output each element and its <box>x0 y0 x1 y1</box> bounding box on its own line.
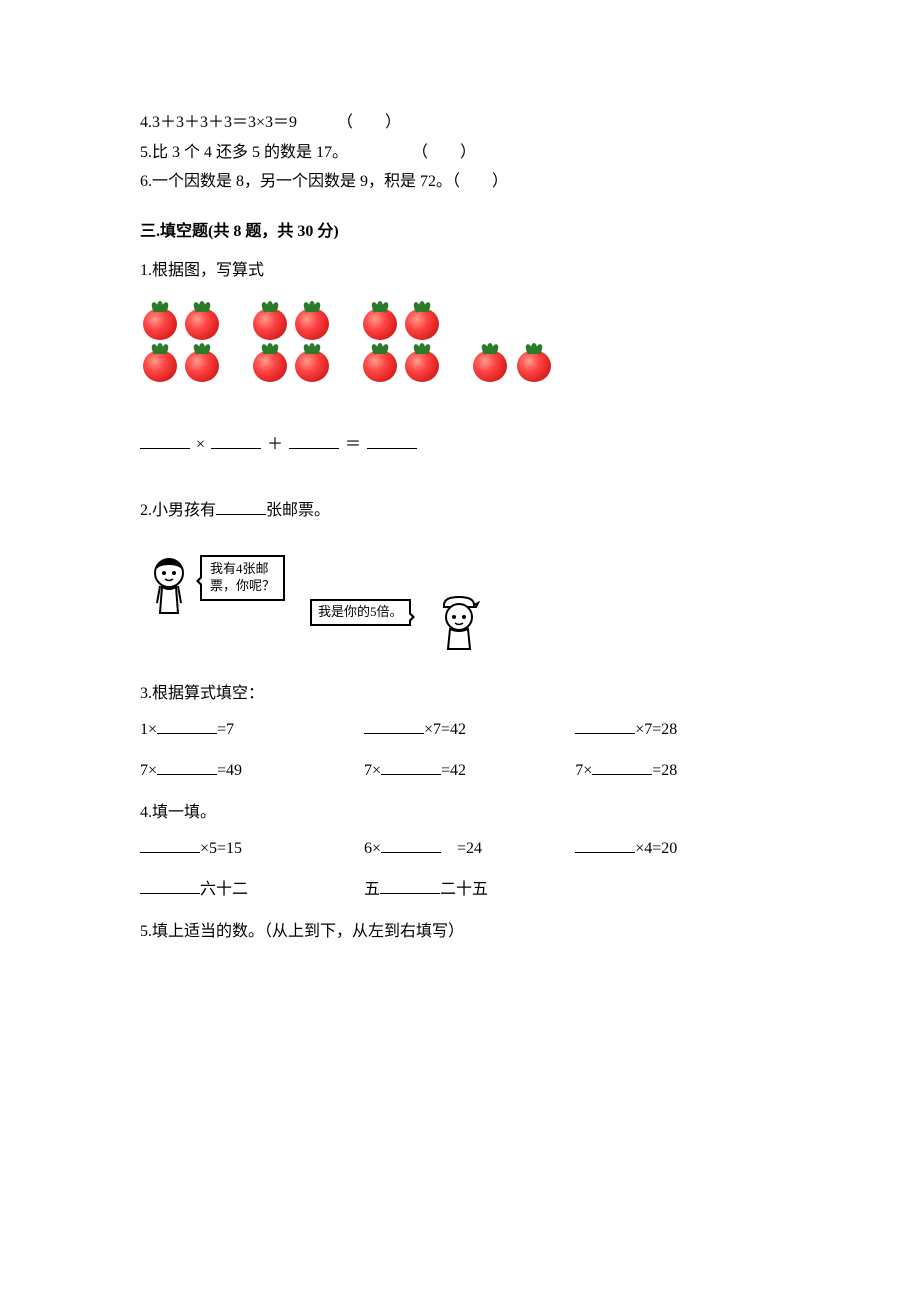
fill-cell: 五 二十五 <box>364 877 575 903</box>
blank-field[interactable] <box>381 759 441 775</box>
blank-field[interactable] <box>157 718 217 734</box>
fill-post: ×7=28 <box>635 721 677 738</box>
blank-field[interactable] <box>157 759 217 775</box>
fill-pre: 7× <box>364 762 381 779</box>
tomato-icon <box>182 300 222 340</box>
tomato-icon <box>514 342 554 382</box>
fill-row: ×5=15 6× =24 ×4=20 <box>140 836 780 862</box>
tomato-icon <box>182 342 222 382</box>
girl-speech-bubble: 我有4张邮 票，你呢？ <box>200 555 285 601</box>
fill-post: =28 <box>652 762 677 779</box>
girl-line2: 票，你呢？ <box>210 578 275 593</box>
blank-field[interactable] <box>575 718 635 734</box>
fill-cell: 7× =49 <box>140 758 364 784</box>
fill-cell: 6× =24 <box>364 836 575 862</box>
girl-icon <box>140 553 198 623</box>
q3-prompt: 3.根据算式填空： <box>140 681 780 707</box>
fill-cell: 1× =7 <box>140 717 364 743</box>
tomato-icon <box>470 342 510 382</box>
fill-cell: ×5=15 <box>140 836 364 862</box>
tf-item-5: 5.比 3 个 4 还多 5 的数是 17。 （ ） <box>140 140 780 166</box>
fill-pre: 五 <box>364 881 380 898</box>
tomato-illustration <box>140 300 780 382</box>
boy-speech-bubble: 我是你的5倍。 <box>310 599 411 626</box>
q4-rows: ×5=15 6× =24 ×4=20 六十二 五 二十五 <box>140 836 780 903</box>
fill-post: ×5=15 <box>200 840 242 857</box>
tomato-group-extra <box>470 342 554 382</box>
blank-field[interactable] <box>575 837 635 853</box>
tomato-icon <box>250 342 290 382</box>
plus-symbol: ＋ <box>265 432 285 458</box>
blank-field[interactable] <box>211 433 261 449</box>
q1-prompt: 1.根据图，写算式 <box>140 258 780 284</box>
boy-icon <box>430 589 488 653</box>
q3-rows: 1× =7 ×7=42 ×7=28 7× =49 7× =42 7× =28 <box>140 717 780 784</box>
q1-expression: × ＋ ＝ <box>140 432 780 458</box>
q2-prefix: 2.小男孩有 <box>140 502 216 519</box>
blank-field[interactable] <box>216 499 266 515</box>
q2-suffix: 张邮票。 <box>266 502 330 519</box>
tomato-icon <box>140 300 180 340</box>
tomato-icon <box>292 342 332 382</box>
blank-field[interactable] <box>364 718 424 734</box>
q5-prompt: 5.填上适当的数。（从上到下，从左到右填写） <box>140 919 780 945</box>
tomato-icon <box>250 300 290 340</box>
tomato-icon <box>140 342 180 382</box>
blank-field[interactable] <box>381 837 441 853</box>
section-3-title: 三.填空题(共 8 题，共 30 分) <box>140 219 780 245</box>
blank-field[interactable] <box>380 878 440 894</box>
fill-post: 六十二 <box>200 881 248 898</box>
tf-item-6: 6.一个因数是 8，另一个因数是 9，积是 72。（ ） <box>140 169 780 195</box>
blank-field[interactable] <box>592 759 652 775</box>
q2-dialog-scene: 我有4张邮 票，你呢？ 我是你的5倍。 <box>140 541 780 651</box>
fill-cell: 7× =28 <box>575 758 780 784</box>
blank-field[interactable] <box>140 433 190 449</box>
tomato-group <box>140 300 222 382</box>
blank-field[interactable] <box>140 837 200 853</box>
fill-pre: 7× <box>575 762 592 779</box>
tomato-icon <box>360 342 400 382</box>
fill-cell: ×7=42 <box>364 717 575 743</box>
tomato-group <box>250 300 332 382</box>
fill-post: =42 <box>441 762 466 779</box>
fill-post: ×4=20 <box>635 840 677 857</box>
fill-cell: 7× =42 <box>364 758 575 784</box>
fill-pre: 1× <box>140 721 157 738</box>
tomato-icon <box>402 300 442 340</box>
fill-post: =49 <box>217 762 242 779</box>
equals-symbol: ＝ <box>343 432 363 458</box>
tomato-icon <box>360 300 400 340</box>
fill-row: 7× =49 7× =42 7× =28 <box>140 758 780 784</box>
tf-item-4: 4.3＋3＋3＋3＝3×3＝9 （ ） <box>140 110 780 136</box>
tomato-icon <box>292 300 332 340</box>
q4-prompt: 4.填一填。 <box>140 800 780 826</box>
fill-cell: ×4=20 <box>575 836 780 862</box>
fill-cell: ×7=28 <box>575 717 780 743</box>
fill-post: =7 <box>217 721 234 738</box>
fill-post: =24 <box>441 840 482 857</box>
fill-post: 二十五 <box>440 881 488 898</box>
times-symbol: × <box>194 432 207 458</box>
fill-cell: 六十二 <box>140 877 364 903</box>
blank-field[interactable] <box>140 878 200 894</box>
fill-post: ×7=42 <box>424 721 466 738</box>
fill-row: 1× =7 ×7=42 ×7=28 <box>140 717 780 743</box>
blank-field[interactable] <box>289 433 339 449</box>
tomato-icon <box>402 342 442 382</box>
blank-field[interactable] <box>367 433 417 449</box>
fill-pre: 7× <box>140 762 157 779</box>
fill-cell <box>575 877 780 903</box>
girl-line1: 我有4张邮 <box>210 561 269 576</box>
fill-pre: 6× <box>364 840 381 857</box>
q2-prompt: 2.小男孩有 张邮票。 <box>140 498 780 524</box>
boy-text: 我是你的5倍。 <box>318 604 403 619</box>
tomato-group <box>360 300 442 382</box>
fill-row: 六十二 五 二十五 <box>140 877 780 903</box>
